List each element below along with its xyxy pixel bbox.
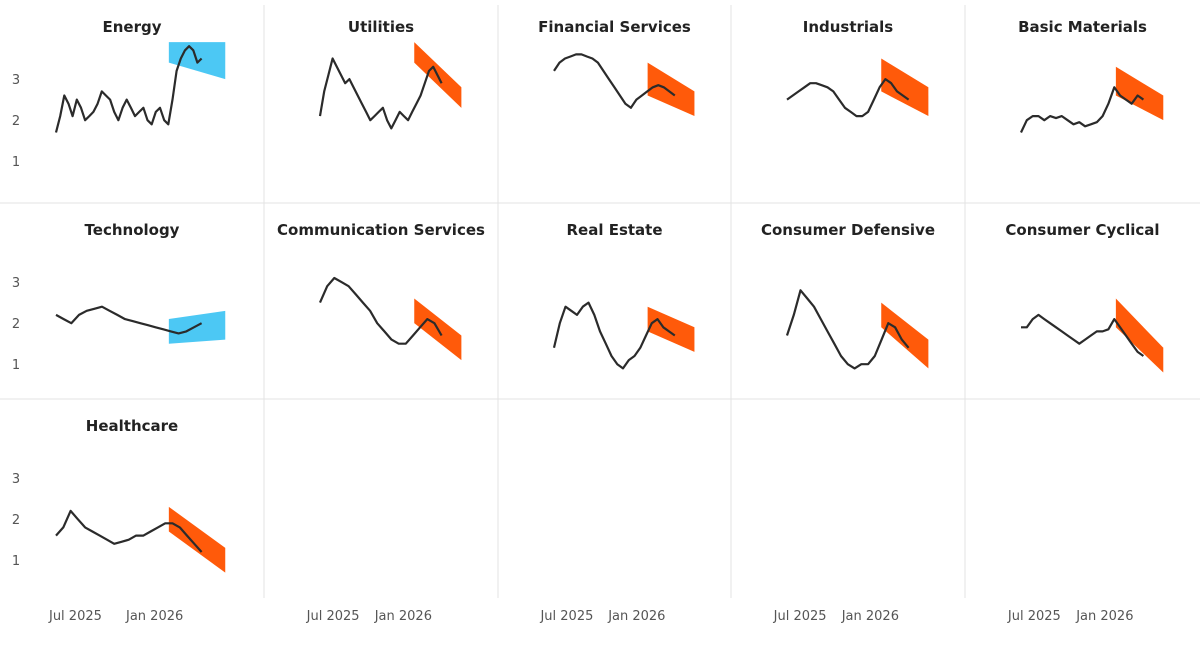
series-line (1021, 313, 1145, 357)
x-tick-label: Jul 2025 (773, 609, 827, 624)
series-line (1020, 86, 1145, 133)
series-line (55, 509, 203, 553)
y-tick-label: 1 (12, 358, 20, 373)
x-tick-label: Jan 2026 (841, 609, 899, 624)
series-line (318, 276, 443, 345)
panel-consumer-cyclical: Consumer Cyclical (1005, 221, 1164, 373)
panel-title: Real Estate (566, 221, 662, 239)
series-line (785, 289, 910, 370)
x-tick-label: Jul 2025 (1007, 609, 1061, 624)
forecast-band (168, 506, 226, 573)
forecast-band (1115, 298, 1164, 373)
panel-real-estate: Real Estate (552, 221, 695, 370)
x-tick-label: Jan 2026 (607, 609, 665, 624)
series-line (553, 53, 676, 109)
panel-healthcare: Healthcare 1 2 3 (12, 417, 226, 573)
forecast-band (881, 302, 929, 369)
forecast-band (1115, 66, 1164, 121)
y-tick-label: 3 (12, 276, 20, 291)
x-tick-label: Jul 2025 (306, 609, 360, 624)
series-line (55, 305, 203, 335)
y-tick-label: 2 (12, 513, 20, 528)
forecast-band (647, 306, 695, 352)
x-tick-label: Jan 2026 (374, 609, 432, 624)
series-line (318, 57, 443, 130)
panel-energy: Energy 1 2 3 (12, 18, 226, 170)
x-tick-label: Jul 2025 (539, 609, 593, 624)
y-tick-label: 1 (12, 554, 20, 569)
panel-title: Healthcare (86, 417, 178, 435)
y-tick-label: 2 (12, 114, 20, 129)
panel-title: Consumer Cyclical (1005, 221, 1159, 239)
panel-communication-services: Communication Services (277, 221, 485, 361)
panel-title: Financial Services (538, 18, 691, 36)
x-tick-label: Jul 2025 (48, 609, 102, 624)
panel-basic-materials: Basic Materials (1018, 18, 1164, 133)
panel-utilities: Utilities (318, 18, 462, 130)
y-tick-label: 1 (12, 155, 20, 170)
x-tick-label: Jan 2026 (1075, 609, 1133, 624)
panel-title: Utilities (348, 18, 414, 36)
panel-title: Consumer Defensive (761, 221, 935, 239)
series-line (786, 78, 910, 118)
panel-technology: Technology 1 2 3 (12, 221, 226, 373)
panel-title: Energy (102, 18, 161, 36)
panel-title: Communication Services (277, 221, 485, 239)
y-tick-label: 3 (12, 73, 20, 88)
panel-title: Technology (85, 221, 180, 239)
y-tick-label: 3 (12, 472, 20, 487)
forecast-band (881, 58, 929, 117)
panel-financial-services: Financial Services (538, 18, 695, 117)
panel-industrials: Industrials (786, 18, 929, 118)
forecast-band (647, 62, 695, 117)
series-line (54, 45, 203, 133)
forecast-band (168, 310, 226, 344)
panel-title: Basic Materials (1018, 18, 1147, 36)
series-line (552, 301, 676, 370)
panel-consumer-defensive: Consumer Defensive (761, 221, 935, 370)
panel-title: Industrials (803, 18, 894, 36)
x-tick-label: Jan 2026 (125, 609, 183, 624)
y-tick-label: 2 (12, 317, 20, 332)
